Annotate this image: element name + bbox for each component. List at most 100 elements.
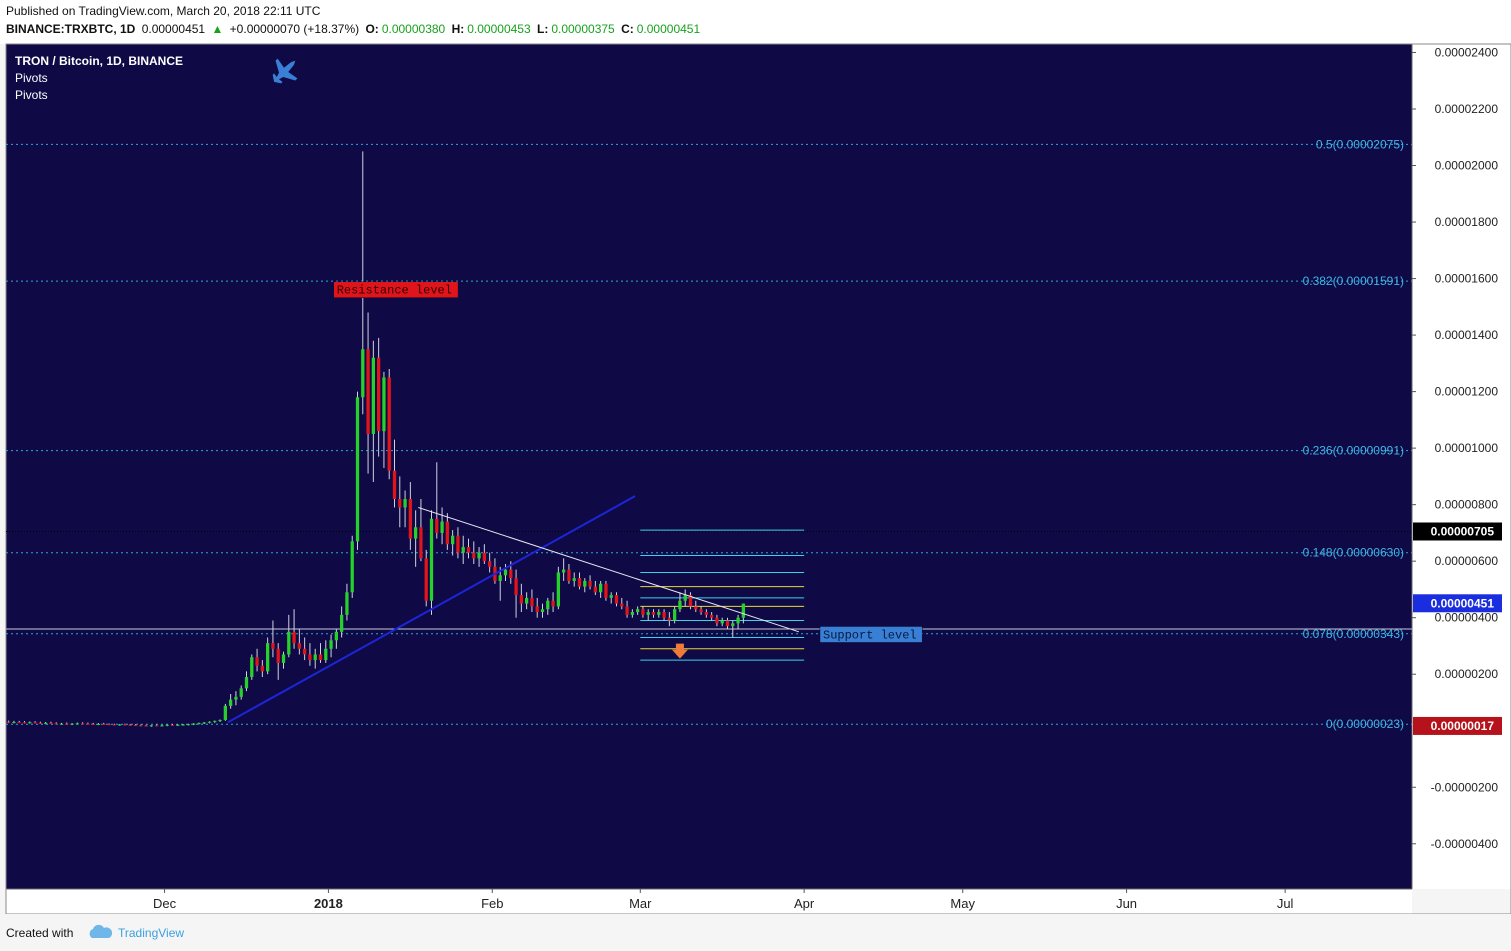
candle-body <box>546 600 550 610</box>
y-axis-tick-label: 0.00001600 <box>1435 272 1499 286</box>
candle-body <box>710 614 714 618</box>
price-label-box <box>1413 594 1502 613</box>
candle-body <box>287 631 291 655</box>
candle-body <box>440 521 444 533</box>
candle-body <box>102 723 106 725</box>
candle-body <box>673 609 677 621</box>
price-label-text: 0.00000017 <box>1431 719 1495 733</box>
candle-body <box>562 569 566 573</box>
candle-body <box>657 612 661 615</box>
candle-body <box>535 606 539 613</box>
y-axis-tick-label: 0.00000200 <box>1435 667 1499 681</box>
candle-body <box>377 357 381 432</box>
candle-body <box>318 654 323 661</box>
candle-body <box>715 617 719 624</box>
x-axis-tick-label: 2018 <box>314 896 343 911</box>
candle-body <box>128 724 132 726</box>
candle-body <box>509 569 513 579</box>
candle-body <box>139 725 143 727</box>
fib-level-label: 0(0.00000023) <box>1326 717 1404 731</box>
price-change: +0.00000070 (+18.37%) <box>229 22 360 36</box>
candle-body <box>17 721 21 723</box>
price-label-text: 0.00000451 <box>1431 596 1495 610</box>
candle-body <box>75 723 79 725</box>
candle-body <box>588 580 592 587</box>
candle-body <box>651 612 656 615</box>
candle-body <box>70 723 74 725</box>
candle-body <box>488 561 492 567</box>
candle-body <box>477 552 481 559</box>
candle-body <box>28 722 32 724</box>
candle-body <box>160 725 164 727</box>
candle-body <box>54 723 58 725</box>
candle-body <box>641 609 645 615</box>
x-axis-tick-label: May <box>950 896 975 911</box>
candle-body <box>250 657 254 678</box>
candle-body <box>366 349 370 434</box>
candle-body <box>620 603 624 607</box>
candle-body <box>371 357 375 434</box>
price-chart[interactable]: 0.5(0.00002075) 0.382(0.00001591) 0.236(0.… <box>0 0 1511 914</box>
candle-body <box>155 725 159 727</box>
candle-body <box>234 696 238 700</box>
legend-indicator-2: Pivots <box>15 88 48 102</box>
close-value: 0.00000451 <box>636 22 701 36</box>
candle-body <box>223 705 227 720</box>
candle-body <box>408 499 412 539</box>
high-label: H: <box>451 22 465 36</box>
time-axis[interactable] <box>6 889 1412 914</box>
candle-body <box>355 397 360 542</box>
annotation-box <box>819 626 923 643</box>
candle-body <box>133 725 138 727</box>
candle-body <box>382 377 386 432</box>
candle-body <box>123 724 127 726</box>
price-label-box <box>1413 522 1502 541</box>
chart-plot-area[interactable] <box>6 44 1412 889</box>
chart-header: Published on TradingView.com, March 20, … <box>0 0 1511 44</box>
candle-body <box>340 614 344 632</box>
candle-body <box>583 580 587 587</box>
candle-body <box>551 600 555 607</box>
candle-body <box>345 592 349 615</box>
x-axis-tick-label: Apr <box>794 896 815 911</box>
candle-body <box>202 722 206 724</box>
candle-body <box>387 377 391 471</box>
candle-body <box>435 518 439 533</box>
candle-body <box>239 688 243 697</box>
tradingview-link[interactable]: TradingView <box>118 926 185 940</box>
price-label-box <box>1413 716 1502 735</box>
candle-body <box>12 721 16 723</box>
candle-body <box>334 631 338 641</box>
candle-body <box>419 527 423 559</box>
candle-body <box>403 499 407 508</box>
candle-body <box>678 600 682 610</box>
candle-body <box>186 724 190 726</box>
candle-body <box>572 578 576 581</box>
candle-body <box>81 723 85 725</box>
candle-body <box>694 606 698 610</box>
candle-body <box>519 595 523 604</box>
descending-trendline <box>418 507 800 633</box>
legend-title: TRON / Bitcoin, 1D, BINANCE <box>15 54 183 68</box>
candle-body <box>540 609 545 613</box>
y-axis-tick-label: 0.00001800 <box>1435 215 1499 229</box>
quote-line: BINANCE:TRXBTC, 1D 0.00000451 ▲ +0.00000… <box>6 22 703 36</box>
close-label: C: <box>621 22 634 36</box>
jet-plane-icon <box>272 58 298 84</box>
published-line: Published on TradingView.com, March 20, … <box>6 4 321 18</box>
candle-body <box>308 654 312 661</box>
candle-body <box>662 612 666 618</box>
candle-body <box>593 586 597 593</box>
candle-body <box>218 720 222 721</box>
down-arrow-icon <box>671 643 688 659</box>
candle-body <box>646 612 650 615</box>
candle-body <box>229 699 233 706</box>
price-axis[interactable] <box>1412 44 1511 889</box>
low-value: 0.00000375 <box>551 22 615 36</box>
candle-body <box>720 620 724 624</box>
candle-body <box>577 578 582 587</box>
candle-body <box>609 595 613 598</box>
candle-body <box>276 648 280 663</box>
candle-body <box>144 725 148 727</box>
candle-body <box>704 612 708 615</box>
